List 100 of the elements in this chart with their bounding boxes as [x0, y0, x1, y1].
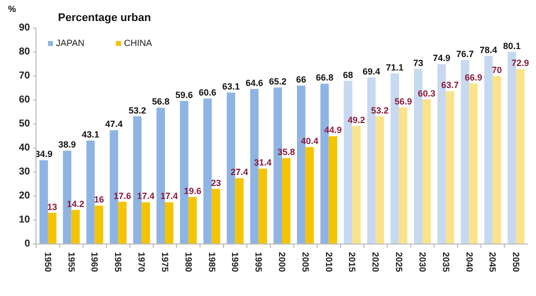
x-tick-label: 2015 [347, 252, 358, 272]
x-tick-label: 1970 [136, 252, 147, 272]
bar [118, 202, 127, 244]
data-label: 17.4 [160, 191, 178, 202]
y-tick-label: 0 [24, 238, 30, 250]
data-label: 43.1 [82, 130, 100, 140]
bar [282, 158, 290, 244]
bar [188, 196, 197, 244]
data-label: 53.2 [128, 105, 146, 116]
data-label: 71.1 [386, 62, 404, 72]
data-label: 47.4 [105, 119, 123, 130]
x-tick-label: 2010 [324, 252, 334, 272]
x-tick-label: 2035 [440, 252, 451, 272]
data-label: 60.3 [418, 88, 436, 98]
data-label: 66 [296, 74, 306, 85]
data-label: 68 [343, 70, 354, 80]
y-tick-label: 40 [18, 142, 30, 154]
bar [516, 69, 524, 244]
x-tick-label: 2030 [417, 252, 428, 272]
y-tick-label: 30 [18, 166, 30, 178]
bar [94, 206, 104, 244]
data-label: 27.4 [230, 167, 248, 178]
data-label: 64.6 [246, 78, 264, 88]
legend-label: JAPAN [56, 38, 84, 48]
data-label: 60.6 [198, 88, 216, 98]
bar [40, 160, 48, 244]
y-tick-label: 50 [18, 118, 30, 130]
bar [484, 56, 493, 244]
x-tick-label: 1960 [90, 252, 100, 272]
data-label: 73 [413, 58, 424, 68]
legend-label: CHINA [124, 38, 152, 48]
bar [446, 91, 454, 244]
y-tick-label: 20 [18, 190, 30, 202]
bar [305, 147, 314, 244]
data-label: 35.8 [277, 147, 295, 158]
bar [376, 116, 384, 244]
chart-title: Percentage urban [58, 12, 152, 24]
data-label: 65.2 [269, 76, 287, 87]
x-tick-label: 1965 [113, 252, 124, 272]
data-label: 40.4 [300, 136, 318, 146]
data-label: 17.4 [137, 191, 155, 202]
bar [235, 178, 244, 244]
bar [258, 168, 268, 244]
data-label: 72.9 [512, 58, 530, 68]
x-tick-label: 2040 [464, 252, 474, 272]
bar [352, 126, 361, 244]
bar [164, 202, 174, 244]
x-tick-label: 2045 [488, 252, 498, 272]
data-label: 23 [210, 178, 221, 188]
data-label: 38.9 [58, 140, 76, 150]
bar [203, 98, 212, 244]
data-label: 80.1 [503, 40, 521, 51]
data-label: 44.9 [324, 125, 342, 136]
data-label: 31.4 [254, 158, 272, 168]
data-label: 56.8 [152, 96, 170, 107]
bar [212, 188, 220, 244]
y-tick-label: 80 [18, 46, 30, 58]
data-label: 78.4 [480, 44, 498, 55]
data-label: 53.2 [371, 105, 389, 116]
x-tick-label: 2050 [511, 252, 522, 272]
data-label: 56.9 [394, 96, 412, 106]
data-label: 17.6 [114, 190, 132, 201]
data-label: 70 [492, 65, 502, 75]
x-tick-label: 1980 [183, 252, 194, 272]
data-label: 63.7 [441, 80, 459, 90]
bar [492, 76, 502, 244]
bar [399, 107, 408, 244]
data-label: 59.6 [175, 90, 193, 100]
data-label: 14.2 [66, 198, 84, 209]
bar [48, 212, 56, 244]
data-label: 16 [94, 194, 104, 205]
data-label: 63.1 [222, 82, 240, 92]
x-tick-label: 2005 [300, 252, 310, 272]
x-tick-label: 1955 [66, 252, 76, 272]
x-tick-label: 1975 [160, 252, 170, 272]
x-tick-label: 2020 [370, 252, 381, 272]
y-tick-label: 90 [18, 22, 30, 34]
y-tick-label: 70 [18, 70, 30, 82]
x-tick-label: 2000 [277, 252, 287, 272]
bar [469, 83, 478, 244]
data-label: 69.4 [362, 66, 380, 76]
x-tick-label: 1990 [230, 252, 240, 272]
y-axis-title: % [8, 4, 16, 14]
bar [86, 140, 95, 244]
bar [142, 202, 150, 244]
x-tick-label: 1995 [254, 252, 264, 272]
data-label: 76.7 [456, 48, 474, 59]
data-label: 74.9 [432, 53, 450, 64]
data-label: 19.6 [184, 186, 202, 196]
y-tick-label: 10 [18, 214, 30, 226]
data-label: 66.8 [316, 72, 334, 83]
bar [328, 136, 338, 244]
x-tick-label: 1950 [42, 252, 53, 272]
data-label: 13 [47, 202, 58, 212]
data-label: 49.2 [348, 114, 366, 125]
bar [71, 210, 80, 244]
x-tick-label: 1985 [206, 252, 217, 272]
bar [422, 99, 431, 244]
x-tick-label: 2025 [394, 252, 404, 272]
y-tick-label: 60 [18, 94, 30, 106]
